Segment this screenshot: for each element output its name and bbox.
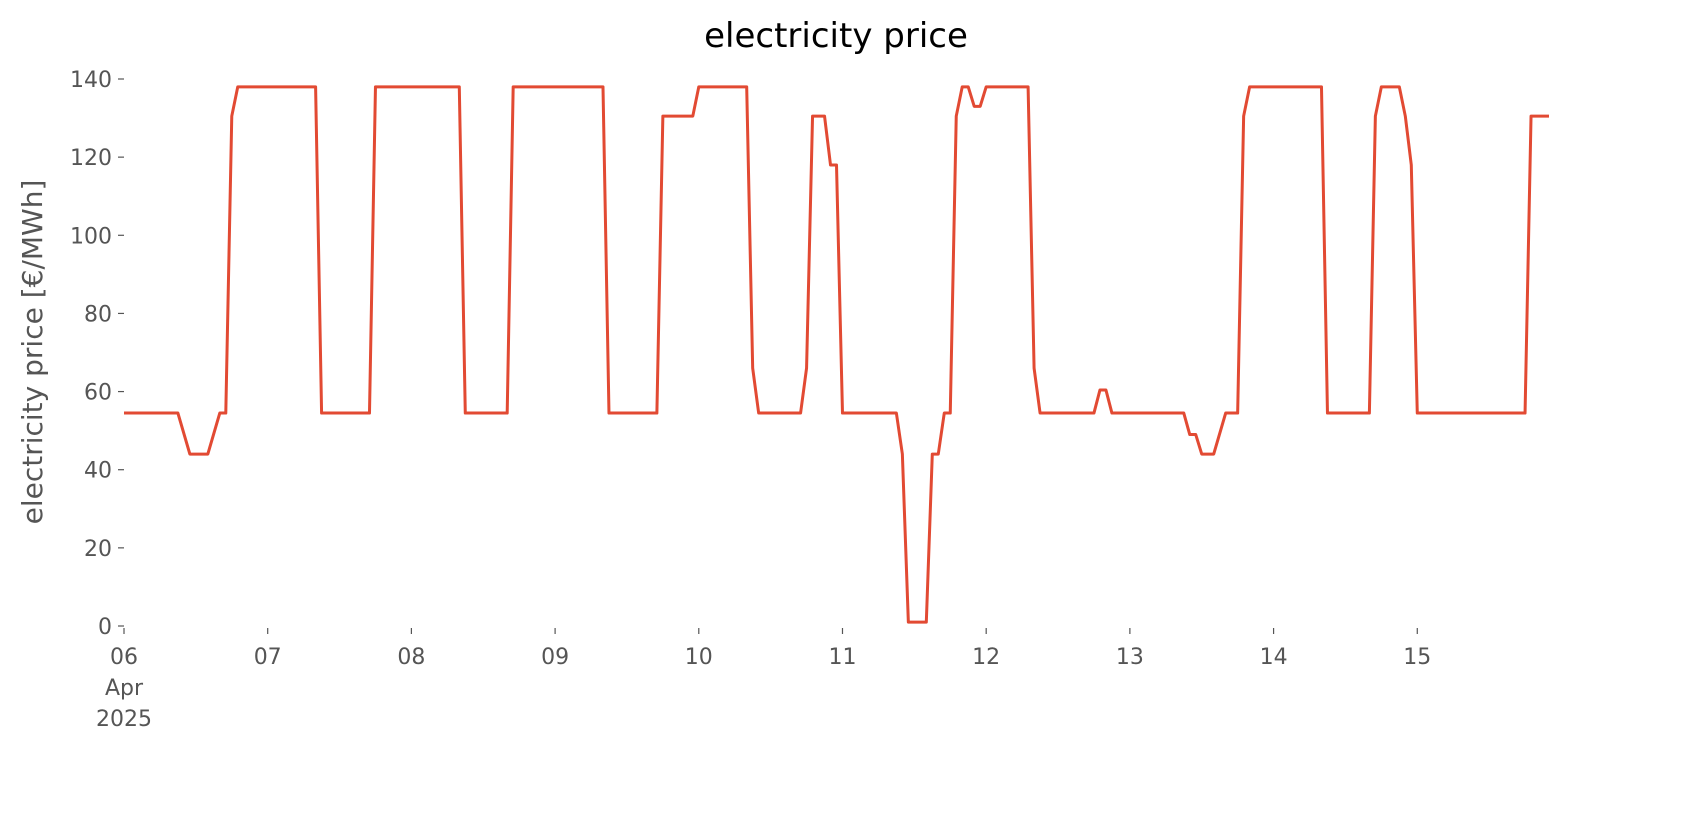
x-tick-label: 11 bbox=[828, 645, 856, 670]
x-tick-label: 06 Apr 2025 bbox=[96, 645, 152, 732]
x-tick-label: 14 bbox=[1260, 645, 1288, 670]
y-tick-label: 120 bbox=[70, 146, 112, 171]
x-tick-label: 09 bbox=[541, 645, 569, 670]
x-tick-label: 13 bbox=[1116, 645, 1144, 670]
x-tick-label: 12 bbox=[972, 645, 1000, 670]
y-axis-label: electricity price [€/MWh] bbox=[16, 180, 49, 525]
y-tick-label: 140 bbox=[70, 68, 112, 93]
y-tick-label: 60 bbox=[84, 381, 112, 406]
x-tick-label: 10 bbox=[685, 645, 713, 670]
price-line bbox=[124, 85, 1549, 624]
y-tick-label: 80 bbox=[84, 302, 112, 327]
y-tick-label: 40 bbox=[84, 459, 112, 484]
chart-title: electricity price bbox=[704, 16, 968, 56]
y-tick-label: 20 bbox=[84, 537, 112, 562]
x-tick-label: 07 bbox=[254, 645, 282, 670]
x-tick-label: 15 bbox=[1403, 645, 1431, 670]
y-tick-label: 100 bbox=[70, 224, 112, 249]
x-tick-label: 08 bbox=[397, 645, 425, 670]
y-tick-label: 0 bbox=[98, 615, 112, 640]
